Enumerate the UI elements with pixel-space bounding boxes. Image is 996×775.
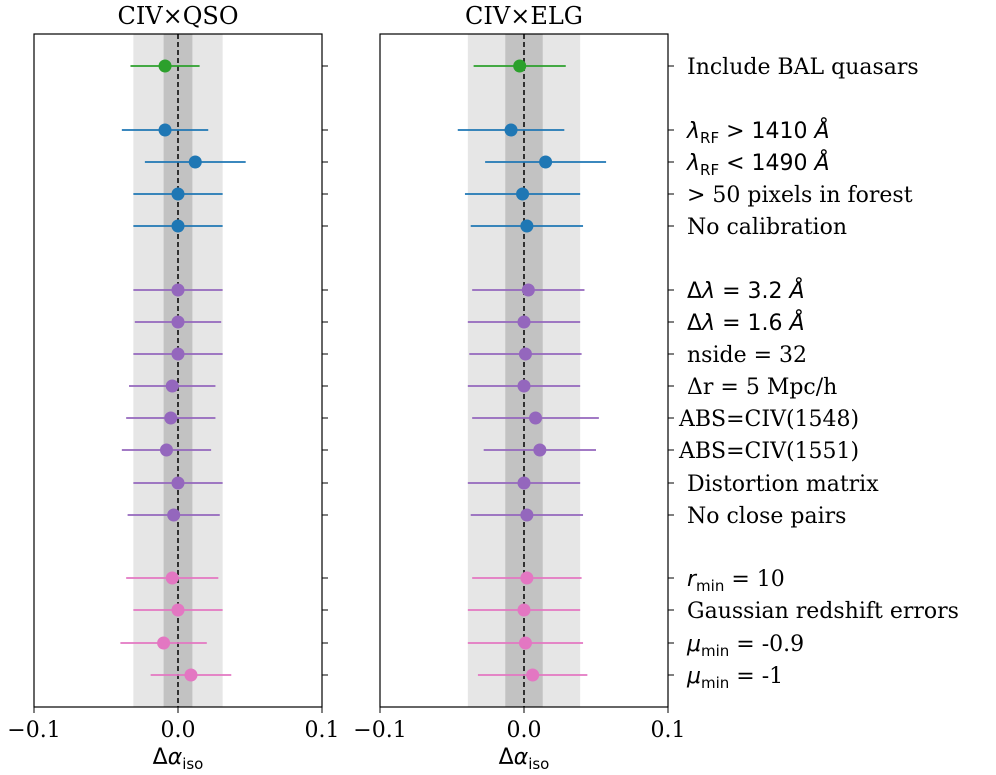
data-point: [171, 603, 185, 617]
data-point: [520, 571, 534, 585]
data-point: [157, 636, 171, 650]
x-tick-label: 0.0: [161, 718, 196, 743]
x-tick-label: −0.1: [7, 718, 60, 743]
x-tick-label: 0.0: [507, 718, 542, 743]
panel-civ-qso: −0.1 0.0 0.1 CIV×QSO Δαiso: [7, 2, 339, 773]
data-point: [529, 411, 543, 425]
data-point: [533, 443, 547, 457]
row-label: nside = 32: [687, 343, 807, 368]
row-label: rmin = 10: [687, 567, 785, 595]
x-axis-label: Δαiso: [499, 745, 550, 773]
row-label: Include BAL quasars: [687, 55, 919, 80]
panel-title: CIV×ELG: [465, 2, 583, 30]
data-point: [513, 59, 527, 73]
row-label: Δλ = 3.2 Å: [687, 277, 805, 304]
data-point: [188, 155, 202, 169]
data-point: [518, 636, 532, 650]
row-label: λRF > 1410 Å: [686, 117, 830, 147]
panel-title: CIV×QSO: [117, 2, 238, 30]
data-point: [520, 508, 534, 522]
x-tick-label: 0.1: [305, 718, 340, 743]
row-label: No calibration: [687, 215, 847, 240]
data-point: [167, 508, 181, 522]
row-label: > 50 pixels in forest: [687, 183, 913, 208]
data-point: [158, 59, 172, 73]
data-point: [517, 315, 531, 329]
row-label: Distortion matrix: [687, 472, 879, 497]
data-point: [521, 283, 535, 297]
row-label: Δr = 5 Mpc/h: [687, 375, 837, 400]
data-point: [171, 476, 185, 490]
data-point: [164, 411, 178, 425]
data-point: [539, 155, 553, 169]
panel-civ-elg: −0.1 0.0 0.1 CIV×ELG Δαiso: [353, 2, 685, 773]
x-axis-label: Δαiso: [153, 745, 204, 773]
data-point: [158, 123, 172, 137]
data-point: [526, 668, 540, 682]
data-point: [517, 379, 531, 393]
data-point: [159, 443, 173, 457]
data-point: [184, 668, 198, 682]
x-tick-label: −0.1: [353, 718, 406, 743]
data-point: [171, 219, 185, 233]
row-label: λRF < 1490 Å: [686, 149, 830, 179]
row-label: Δλ = 1.6 Å: [687, 309, 805, 336]
data-point: [165, 379, 179, 393]
row-label: Gaussian redshift errors: [687, 599, 959, 624]
data-point: [171, 315, 185, 329]
row-label: No close pairs: [687, 504, 846, 529]
data-point: [520, 219, 534, 233]
data-point: [171, 283, 185, 297]
row-label: ABS=CIV(1551): [678, 439, 859, 464]
data-point: [504, 123, 518, 137]
data-point: [171, 347, 185, 361]
data-point: [165, 571, 179, 585]
data-point: [518, 347, 532, 361]
row-label: ABS=CIV(1548): [678, 407, 859, 432]
data-point: [171, 187, 185, 201]
data-point: [516, 187, 530, 201]
x-tick-label: 0.1: [651, 718, 686, 743]
row-label: μmin = -0.9: [686, 632, 804, 660]
row-label: μmin = -1: [686, 664, 783, 692]
data-point: [517, 476, 531, 490]
data-point: [517, 603, 531, 617]
